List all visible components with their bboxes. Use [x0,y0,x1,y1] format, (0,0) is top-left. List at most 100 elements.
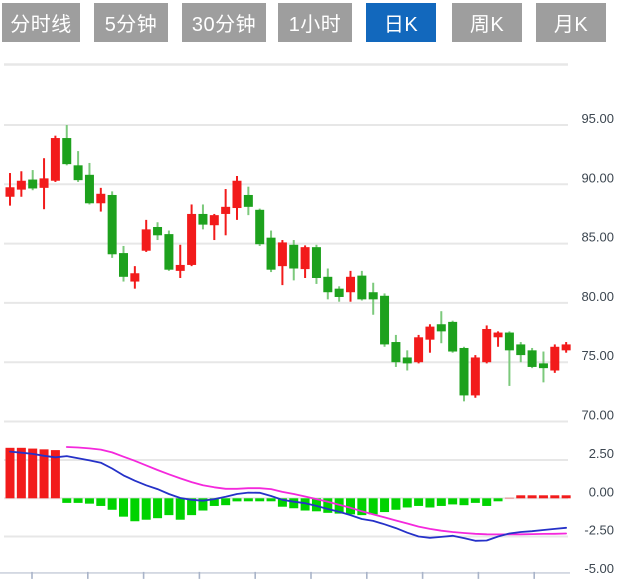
macd-bar [198,498,208,511]
macd-bar [232,498,242,502]
macd-bar [289,498,299,509]
tab-日K[interactable]: 日K [366,3,436,42]
tab-1小时[interactable]: 1小时 [278,3,352,42]
macd-bar [209,498,219,506]
candlestick [380,295,390,345]
candlestick [16,180,26,190]
macd-bar [50,450,60,499]
macd-bar [164,498,174,516]
candlestick [130,273,140,282]
candlestick [470,357,480,396]
macd-bar [516,495,526,499]
timeframe-tabbar: 分时线 5分钟 30分钟 1小时 日K 周K 月K [0,0,623,46]
candlestick [232,180,242,209]
candlestick [482,328,492,363]
price-axis-label: 85.00 [581,230,614,245]
candlestick [164,234,174,270]
candlestick [198,213,208,225]
macd-bar [470,498,480,503]
macd-bar [300,498,310,511]
price-axis-label: 80.00 [581,289,614,304]
candlestick [175,264,185,271]
macd-bar [561,495,571,499]
candlestick [141,229,151,251]
candlestick [493,332,503,338]
candlestick [448,321,458,352]
candlestick [300,247,310,270]
macd-bar [96,498,106,506]
candlestick [187,213,197,265]
candlestick [255,209,265,245]
candlestick [538,363,548,369]
candlestick [334,288,344,297]
candlestick [221,206,231,214]
macd-bar [107,498,117,510]
macd-bar [368,498,378,515]
price-axis-label: 75.00 [581,348,614,363]
candlestick [107,194,117,255]
candlestick [504,332,514,351]
tab-分时线[interactable]: 分时线 [2,3,80,42]
candlestick [550,346,560,371]
candlestick [62,138,72,165]
candlestick [414,337,424,363]
macd-axis-label: -2.50 [584,523,614,538]
price-axis-label: 90.00 [581,170,614,185]
macd-bar [39,449,49,499]
candlestick [436,324,446,332]
macd-bar [141,498,151,520]
macd-bar [84,498,94,504]
macd-bar [357,498,367,516]
macd-bar [391,498,401,510]
macd-bar [28,448,38,499]
candlestick [311,247,321,278]
macd-bar [380,498,390,513]
macd-bar [119,498,128,517]
candlestick [28,179,38,189]
candlestick [402,357,412,364]
macd-bar [414,498,424,506]
macd-bar [255,498,265,502]
macd-bar [459,498,469,506]
macd-bar [527,495,537,499]
macd-bar [187,498,197,516]
macd-bar [436,498,446,506]
macd-bar [334,498,344,514]
macd-bar [73,498,83,503]
macd-bar [482,498,492,506]
candlestick [84,174,94,204]
macd-bar [346,498,355,515]
tab-5分钟[interactable]: 5分钟 [94,3,168,42]
macd-bar [448,498,458,505]
dea-line [65,446,567,536]
candlestick [119,253,128,277]
candlestick [346,276,355,293]
macd-bar [266,498,276,502]
macd-axis-label: 0.00 [589,484,614,499]
candlestick [277,242,287,267]
candlestick [266,237,276,270]
candlestick [425,326,435,340]
candlestick [73,165,83,181]
macd-bar [62,498,72,503]
macd-bar [153,498,163,519]
candlestick [96,193,106,204]
candlestick [561,344,571,351]
candlestick [209,215,219,226]
macd-bar [5,447,15,499]
tab-30分钟[interactable]: 30分钟 [182,3,266,42]
price-axis-label: 95.00 [581,111,614,126]
macd-bar [130,498,140,522]
macd-bar [16,447,26,499]
macd-axis-label: -5.00 [584,561,614,576]
macd-bar [425,498,435,508]
candlestick [39,178,49,188]
macd-axis-label: 2.50 [589,446,614,461]
macd-bar [277,498,287,507]
candlestick [459,347,469,396]
tab-月K[interactable]: 月K [536,3,606,42]
tab-周K[interactable]: 周K [452,3,522,42]
candlestick [323,276,333,293]
